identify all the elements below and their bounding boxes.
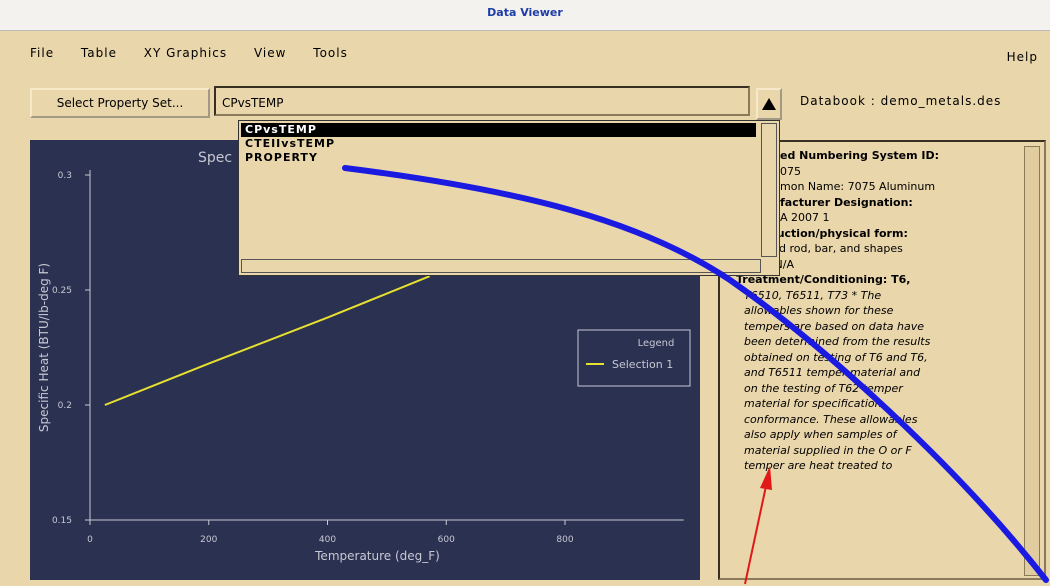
scrollbar[interactable]	[761, 123, 777, 257]
y-tick-label: 0.15	[52, 516, 72, 526]
x-axis-label: Temperature (deg_F)	[314, 549, 440, 563]
detail-line: been determined from the results	[744, 335, 931, 348]
scrollbar[interactable]	[1024, 146, 1040, 576]
help-menu[interactable]: Help	[1006, 50, 1038, 64]
dropdown-item[interactable]: CPvsTEMP	[241, 123, 756, 137]
menu-item[interactable]: XY Graphics	[143, 46, 228, 60]
detail-line: conformance. These allowables	[744, 412, 918, 426]
detail-line: T6510, T6511, T73 * The	[744, 288, 882, 302]
dropdown-item[interactable]: CTEIIvsTEMP	[245, 137, 336, 150]
detail-line: allowables shown for these	[744, 304, 894, 317]
detail-line: tempers are based on data have	[744, 319, 924, 333]
detail-line: on the testing of T62 temper	[744, 381, 903, 395]
legend-label: Selection 1	[612, 358, 673, 371]
arrow-icon	[762, 98, 776, 110]
y-tick-label: 0.2	[58, 401, 72, 411]
title-bar: Data Viewer	[0, 0, 1050, 31]
y-tick-label: 0.25	[52, 286, 72, 296]
x-tick-label: 0	[87, 535, 93, 545]
chart-title: Spec	[198, 150, 232, 166]
menu-item[interactable]: View	[253, 46, 287, 60]
property-input[interactable]: CPvsTEMP	[214, 86, 750, 116]
y-axis-label: Specific Heat (BTU/lb-deg F)	[37, 263, 51, 432]
window-title: Data Viewer	[487, 6, 563, 19]
menu-item[interactable]: Table	[80, 46, 117, 60]
detail-line: and T6511 temper material and	[744, 366, 921, 379]
dropdown-list: CPvsTEMP CTEIIvsTEMP PROPERTY	[238, 120, 780, 276]
databook-label: Databook : demo_metals.des	[800, 94, 1002, 108]
detail-line: obtained on testing of T6 and T6,	[744, 350, 928, 364]
detail-line: material supplied in the O or F	[744, 443, 912, 457]
menu-item[interactable]: Tools	[313, 46, 348, 60]
detail-line: temper are heat treated to	[744, 459, 893, 472]
select-button[interactable]: Select Property Set...	[30, 88, 210, 118]
detail-line: ed Numbering System ID:	[780, 149, 940, 162]
dropdown-item[interactable]: PROPERTY	[245, 151, 318, 164]
dropdown-items: CPvsTEMP CTEIIvsTEMP PROPERTY	[241, 123, 756, 165]
x-tick-label: 800	[556, 535, 573, 545]
x-tick-label: 600	[438, 535, 455, 545]
legend-title: Legend	[638, 338, 675, 349]
y-tick-label: 0.3	[58, 171, 72, 181]
x-tick-label: 400	[319, 535, 336, 545]
detail-line: also apply when samples of	[744, 428, 897, 441]
menu-bar: File Table XY Graphics View Tools	[30, 46, 1045, 70]
x-tick-label: 200	[200, 535, 217, 545]
menu-item[interactable]: File	[30, 46, 55, 60]
dropdown-button[interactable]	[756, 88, 782, 120]
scrollbar[interactable]	[241, 259, 761, 273]
detail-line: material for specification	[744, 397, 882, 410]
